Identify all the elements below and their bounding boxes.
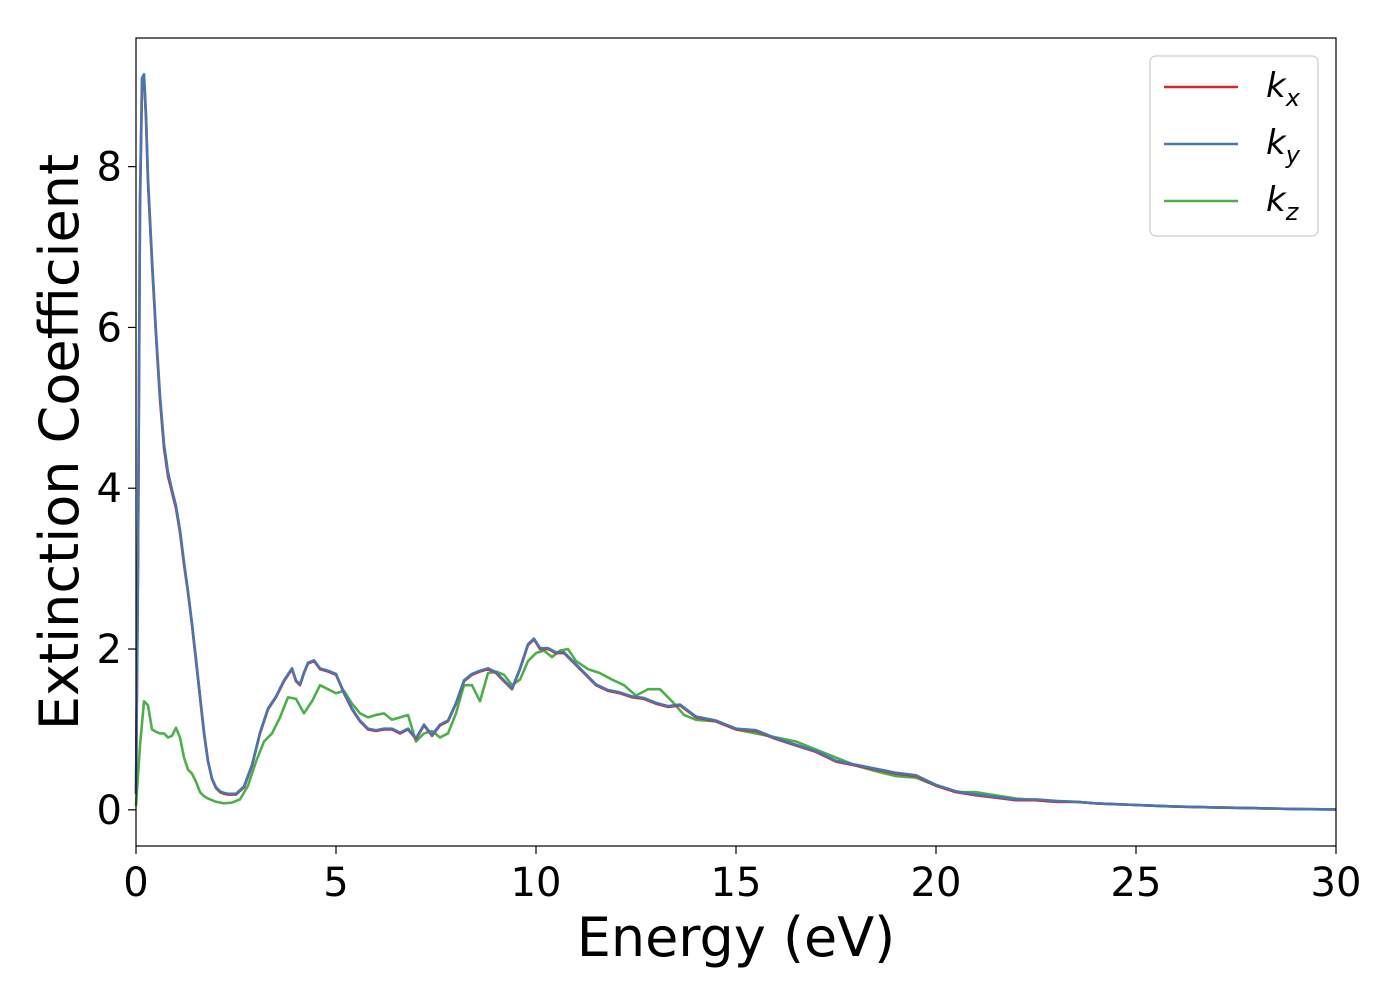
y-tick-label: 4 [97,466,122,512]
y-tick-label: 6 [97,305,122,351]
legend-entry-kz: kz [1266,180,1300,226]
x-tick-label: 25 [1111,860,1162,906]
series-layer [134,72,1337,811]
x-tick-label: 10 [511,860,562,906]
series-line-ky [134,72,1337,811]
legend-entry-subscript: x [1285,84,1301,112]
y-axis-label: Extinction Coefficient [28,154,91,730]
legend-entry-name: k [1266,66,1287,106]
ticks-layer: 0 5 10 15 20 25 30 0 2 4 6 8 [97,145,1362,906]
y-tick-label: 8 [97,145,122,191]
legend-box [1149,55,1319,237]
x-tick-label: 15 [711,860,762,906]
legend-entry-name: k [1266,123,1287,163]
legend-entry-name: k [1266,180,1287,220]
series-line-kz [134,647,1337,811]
legend-entry-ky: ky [1266,123,1301,169]
y-tick-label: 0 [97,788,122,834]
x-tick-label: 20 [911,860,962,906]
x-tick-label: 5 [323,860,348,906]
legend-entry-subscript: z [1285,198,1300,226]
legend-entry-kx: kx [1266,66,1301,112]
legend-entry-subscript: y [1285,141,1301,169]
y-tick-label: 2 [97,627,122,673]
x-tick-label: 0 [123,860,148,906]
x-tick-label: 30 [1311,860,1362,906]
x-axis-label: Energy (eV) [577,906,896,969]
